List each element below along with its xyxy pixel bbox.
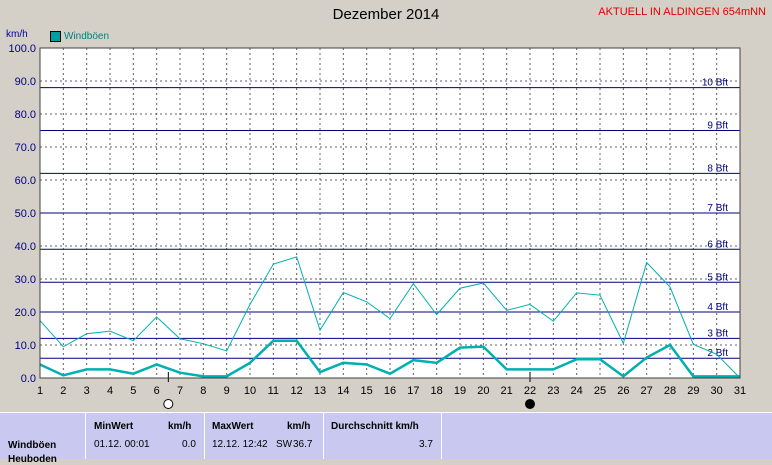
x-tick-label: 29 xyxy=(687,385,699,397)
max-date: 12.12. 12:42 xyxy=(212,439,268,450)
x-tick-label: 5 xyxy=(130,385,136,397)
y-axis-unit: km/h xyxy=(6,29,28,40)
beaufort-label: 7 Bft xyxy=(707,203,728,214)
y-tick-label: 80.0 xyxy=(15,109,36,121)
y-tick-label: 100.0 xyxy=(8,43,36,55)
x-tick-label: 13 xyxy=(314,385,326,397)
min-header: MinWert xyxy=(94,421,134,432)
beaufort-label: 4 Bft xyxy=(707,302,728,313)
y-tick-label: 50.0 xyxy=(15,208,36,220)
series-line-thin xyxy=(39,256,741,379)
y-tick-label: 30.0 xyxy=(15,274,36,286)
row-label-2: Heuboden xyxy=(8,454,57,465)
max-value: 36.7 xyxy=(293,439,313,450)
x-tick-label: 9 xyxy=(224,385,230,397)
min-unit: km/h xyxy=(168,421,192,432)
y-tick-label: 10.0 xyxy=(15,340,36,352)
x-tick-label: 17 xyxy=(407,385,419,397)
x-tick-label: 4 xyxy=(107,385,113,397)
beaufort-label: 5 Bft xyxy=(707,272,728,283)
x-tick-label: 31 xyxy=(734,385,746,397)
beaufort-label: 9 Bft xyxy=(707,121,728,132)
beaufort-label: 6 Bft xyxy=(707,239,728,250)
avg-value: 3.7 xyxy=(419,439,433,450)
x-tick-label: 22 xyxy=(524,385,536,397)
max-col: MaxWert km/h 12.12. 12:42 SW 36.7 xyxy=(205,413,324,459)
x-tick-label: 16 xyxy=(384,385,396,397)
x-tick-label: 7 xyxy=(177,385,183,397)
x-tick-label: 21 xyxy=(501,385,513,397)
y-tick-label: 40.0 xyxy=(15,241,36,253)
x-tick-label: 6 xyxy=(154,385,160,397)
x-tick-label: 20 xyxy=(477,385,489,397)
legend-label: Windböen xyxy=(64,31,110,42)
y-tick-label: 0.0 xyxy=(21,373,36,385)
plot-border xyxy=(39,47,741,379)
page-title: Dezember 2014 xyxy=(332,6,440,23)
x-tick-label: 23 xyxy=(547,385,559,397)
x-tick-label: 27 xyxy=(641,385,653,397)
x-tick-label: 18 xyxy=(431,385,443,397)
avg-header: Durchschnitt km/h xyxy=(331,421,419,432)
full-moon-icon xyxy=(163,399,174,409)
y-tick-label: 70.0 xyxy=(15,142,36,154)
x-tick-label: 8 xyxy=(200,385,206,397)
y-tick-labels: 0.0 10.0 20.0 30.0 40.0 50.0 60.0 70.0 80.0 90.0 1… xyxy=(8,43,36,385)
min-value: 0.0 xyxy=(182,439,196,450)
row-label: Windböen xyxy=(8,440,57,451)
legend: Windböen xyxy=(50,31,109,42)
station-label: AKTUELL IN ALDINGEN 654mNN xyxy=(598,6,766,18)
avg-col: Durchschnitt km/h 3.7 xyxy=(324,413,442,459)
moon-phases xyxy=(163,372,535,409)
min-col: MinWert km/h 01.12. 00:01 0.0 xyxy=(86,413,205,459)
x-tick-label: 15 xyxy=(361,385,373,397)
new-moon-icon xyxy=(525,399,535,409)
x-tick-label: 11 xyxy=(268,385,279,397)
x-tick-label: 24 xyxy=(571,385,583,397)
beaufort-label: 8 Bft xyxy=(707,163,728,174)
stats-label-col: Windböen Heuboden xyxy=(0,413,86,465)
x-tick-label: 10 xyxy=(244,385,256,397)
x-tick-labels: 1 2 3 4 5 6 7 8 9 10 11 12 13 14 15 16 17 18 19 20 21 22 23 24 2… xyxy=(37,385,746,397)
x-tick-label: 28 xyxy=(664,385,676,397)
legend-swatch-icon xyxy=(50,31,61,42)
beaufort-label: 3 Bft xyxy=(707,328,728,339)
x-tick-label: 14 xyxy=(337,385,349,397)
x-tick-label: 25 xyxy=(594,385,606,397)
beaufort-label: 2 Bft xyxy=(707,348,728,359)
x-tick-label: 3 xyxy=(84,385,90,397)
x-tick-label: 30 xyxy=(711,385,723,397)
y-tick-label: 20.0 xyxy=(15,307,36,319)
series-line-thick xyxy=(39,339,740,378)
data-series xyxy=(39,256,741,379)
y-tick-label: 60.0 xyxy=(15,175,36,187)
beaufort-label: 10 Bft xyxy=(702,78,728,89)
y-tick-label: 90.0 xyxy=(15,76,36,88)
x-tick-label: 19 xyxy=(454,385,466,397)
min-date: 01.12. 00:01 xyxy=(94,439,150,450)
wind-chart: 2 Bft 3 Bft 4 Bft 5 Bft 6 Bft 7 Bft 8 Bft 9 Bft… xyxy=(8,43,746,409)
max-header: MaxWert xyxy=(212,421,254,432)
x-tick-label: 2 xyxy=(60,385,66,397)
beaufort-lines: 2 Bft 3 Bft 4 Bft 5 Bft 6 Bft 7 Bft 8 Bft 9 Bft… xyxy=(40,78,740,359)
stats-panel: Windböen Heuboden MinWert km/h 01.12. 00… xyxy=(0,412,772,465)
x-tick-label: 26 xyxy=(617,385,629,397)
x-tick-label: 12 xyxy=(291,385,303,397)
x-tick-label: 1 xyxy=(37,385,43,397)
max-direction: SW xyxy=(276,439,293,450)
max-unit: km/h xyxy=(287,421,311,432)
